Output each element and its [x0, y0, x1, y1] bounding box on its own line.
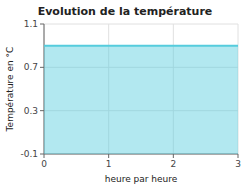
tick-label: 1.1: [24, 19, 38, 29]
tick: [44, 154, 45, 158]
y-axis-label: Température en °C: [5, 47, 15, 133]
tick-label: 1: [106, 159, 112, 169]
tick-label: -0.1: [20, 149, 38, 159]
line: [44, 45, 238, 47]
tick: [108, 154, 109, 158]
chart: Evolution de la température -0.1 0.3 0.7 1.1…: [0, 0, 250, 188]
area: [44, 46, 238, 154]
tick-label: 2: [170, 159, 176, 169]
tick: [40, 67, 44, 68]
tick: [40, 110, 44, 111]
tick: [40, 24, 44, 25]
tick: [173, 154, 174, 158]
tick-label: 0: [41, 159, 47, 169]
plot-area: [44, 46, 238, 154]
tick: [40, 154, 44, 155]
tick-label: 0.7: [24, 62, 38, 72]
tick-label: 0.3: [24, 106, 38, 116]
grid: [44, 24, 238, 154]
grid-line: [44, 24, 238, 25]
axes: -0.1 0.3 0.7 1.1 0 1 2 3: [20, 19, 240, 169]
tick-label: 3: [235, 159, 241, 169]
tick: [238, 154, 239, 158]
title: Evolution de la température: [38, 5, 213, 18]
x-axis-label: heure par heure: [105, 174, 178, 184]
